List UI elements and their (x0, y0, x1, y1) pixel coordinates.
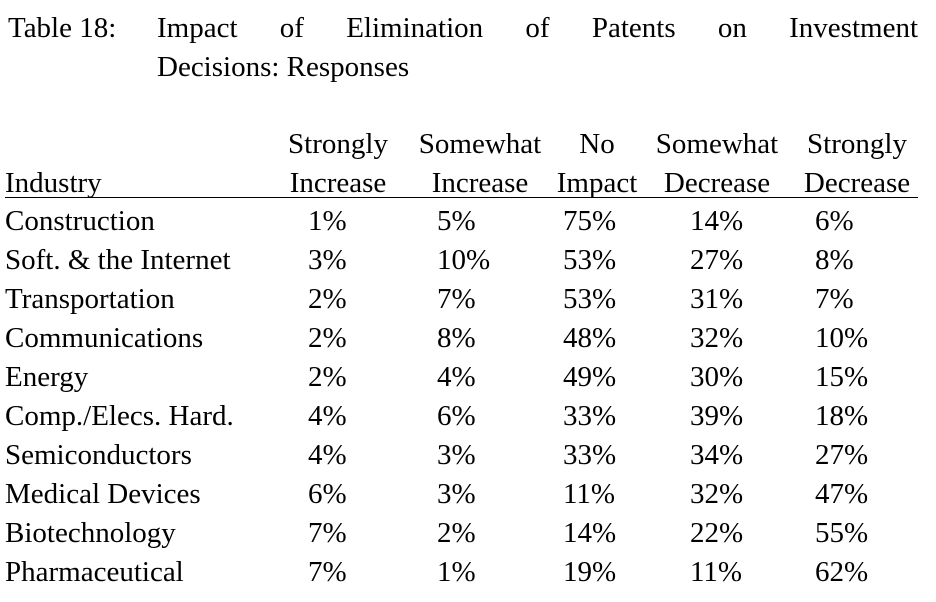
table-cell: 2% (437, 517, 476, 549)
table-cell: 33% (563, 400, 617, 432)
table-cell: 8% (815, 244, 854, 276)
table-cell: 22% (690, 517, 744, 549)
column-header: Somewhat (418, 128, 542, 160)
table-cell: 34% (690, 439, 744, 471)
table-cell: 32% (690, 478, 744, 510)
row-label: Pharmaceutical (5, 556, 184, 588)
table-cell: 2% (308, 322, 347, 354)
table-cell: 49% (563, 361, 617, 393)
table-cell: 6% (308, 478, 347, 510)
table-cell: 1% (308, 205, 347, 237)
row-label: Communications (5, 322, 204, 354)
column-header: Strongly (288, 128, 388, 160)
header-rule (5, 197, 918, 198)
table-cell: 53% (563, 283, 617, 315)
table-cell: 3% (308, 244, 347, 276)
table-cell: 7% (308, 517, 347, 549)
table-cell: 31% (690, 283, 744, 315)
caption-title: Decisions: Responses (157, 51, 410, 83)
table-cell: 3% (437, 478, 476, 510)
table-cell: 30% (690, 361, 744, 393)
table-cell: 2% (308, 283, 347, 315)
table-cell: 14% (690, 205, 744, 237)
table-cell: 3% (437, 439, 476, 471)
table-cell: 75% (563, 205, 617, 237)
column-header: Impact (556, 167, 638, 199)
row-label: Semiconductors (5, 439, 192, 471)
table-cell: 2% (308, 361, 347, 393)
table-cell: 4% (308, 400, 347, 432)
table-cell: 39% (690, 400, 744, 432)
table-cell: 27% (815, 439, 869, 471)
row-label: Transportation (5, 283, 175, 315)
table-cell: 6% (815, 205, 854, 237)
column-header: Decrease (803, 167, 911, 199)
table-cell: 4% (437, 361, 476, 393)
table-cell: 7% (437, 283, 476, 315)
table-cell: 7% (308, 556, 347, 588)
column-header: Decrease (663, 167, 771, 199)
caption-title: Impact of Elimination of Patents on Inve… (157, 12, 918, 44)
table-cell: 32% (690, 322, 744, 354)
table-cell: 14% (563, 517, 617, 549)
row-label: Comp./Elecs. Hard. (5, 400, 234, 432)
table-cell: 7% (815, 283, 854, 315)
caption-label: Table 18: (8, 12, 117, 44)
table-cell: 15% (815, 361, 869, 393)
table-cell: 11% (690, 556, 743, 588)
table-cell: 4% (308, 439, 347, 471)
column-header: Somewhat (655, 128, 779, 160)
table-cell: 47% (815, 478, 869, 510)
column-header: Strongly (807, 128, 907, 160)
column-header: Increase (289, 167, 387, 199)
column-header: Increase (431, 167, 529, 199)
row-label: Energy (5, 361, 89, 393)
table-cell: 27% (690, 244, 744, 276)
row-label: Biotechnology (5, 517, 176, 549)
row-label: Soft. & the Internet (5, 244, 231, 276)
table-cell: 8% (437, 322, 476, 354)
table-cell: 19% (563, 556, 617, 588)
table-cell: 62% (815, 556, 869, 588)
column-header: Industry (5, 167, 102, 199)
row-label: Construction (5, 205, 155, 237)
table-cell: 6% (437, 400, 476, 432)
table-cell: 18% (815, 400, 869, 432)
table-cell: 53% (563, 244, 617, 276)
table-cell: 10% (437, 244, 491, 276)
table-cell: 1% (437, 556, 476, 588)
table-cell: 55% (815, 517, 869, 549)
row-label: Medical Devices (5, 478, 201, 510)
column-header: No (579, 128, 615, 160)
table-cell: 10% (815, 322, 869, 354)
table-cell: 5% (437, 205, 476, 237)
table-cell: 48% (563, 322, 617, 354)
table-cell: 11% (563, 478, 616, 510)
table-cell: 33% (563, 439, 617, 471)
